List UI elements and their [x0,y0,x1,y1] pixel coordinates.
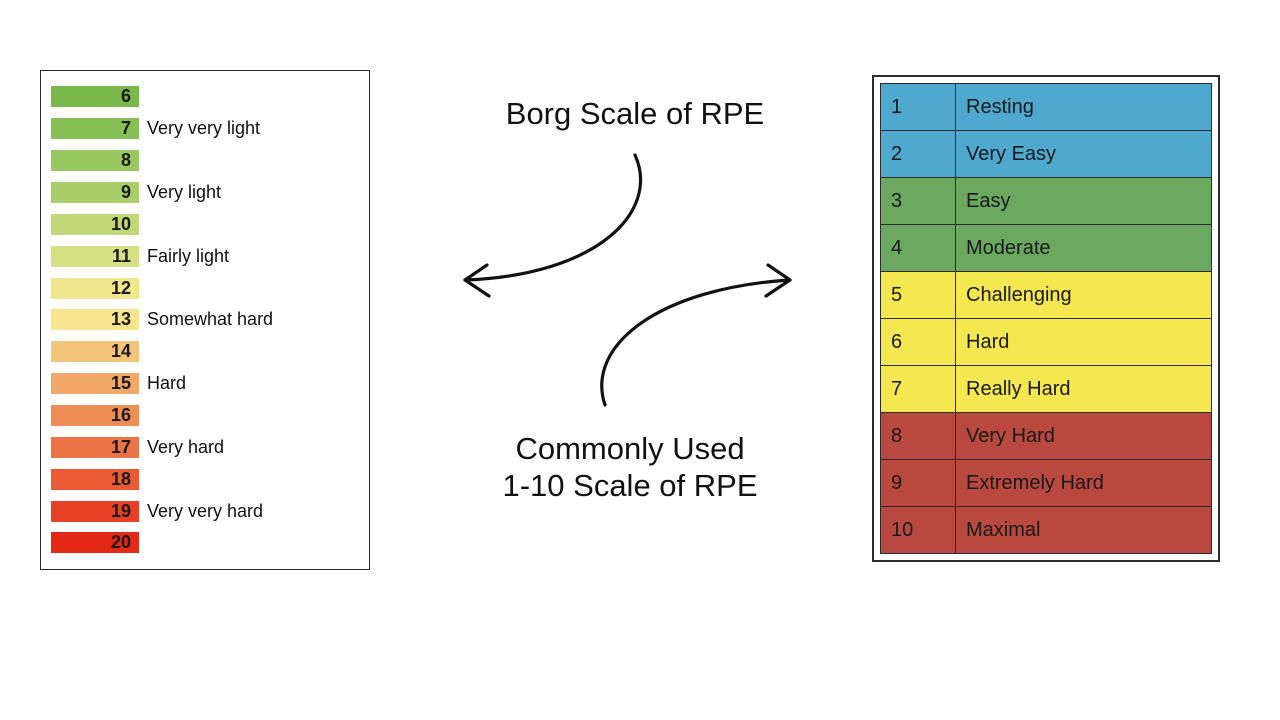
ten-scale-table: 1Resting2Very Easy3Easy4Moderate5Challen… [880,83,1212,554]
ten-row-label: Very Easy [956,131,1212,178]
borg-row-number: 7 [51,118,139,139]
borg-row: 11Fairly light [51,240,359,272]
ten-row-label: Extremely Hard [956,460,1212,507]
ten-row-number: 6 [881,319,956,366]
borg-row-label: Somewhat hard [139,309,359,330]
ten-scale-panel: 1Resting2Very Easy3Easy4Moderate5Challen… [872,75,1220,562]
ten-row-number: 5 [881,272,956,319]
ten-row: 7Really Hard [881,366,1212,413]
ten-row-number: 3 [881,178,956,225]
ten-row-number: 4 [881,225,956,272]
borg-row-label: Fairly light [139,246,359,267]
borg-row: 12 [51,272,359,304]
arrows [410,120,840,440]
borg-row: 9Very light [51,177,359,209]
borg-row: 14 [51,336,359,368]
ten-row: 10Maximal [881,507,1212,554]
ten-row: 3Easy [881,178,1212,225]
ten-row-label: Challenging [956,272,1212,319]
ten-row: 2Very Easy [881,131,1212,178]
ten-row: 4Moderate [881,225,1212,272]
ten-row-label: Easy [956,178,1212,225]
ten-row: 1Resting [881,84,1212,131]
borg-row-number: 16 [51,405,139,426]
borg-row: 10 [51,208,359,240]
caption-ten-line2: 1-10 Scale of RPE [502,468,757,503]
borg-row: 17Very hard [51,431,359,463]
ten-row: 6Hard [881,319,1212,366]
borg-scale-panel: 67Very very light89Very light1011Fairly … [40,70,370,570]
ten-row-number: 2 [881,131,956,178]
ten-row-number: 10 [881,507,956,554]
borg-row-label: Hard [139,373,359,394]
borg-row: 8 [51,145,359,177]
caption-ten: Commonly Used 1-10 Scale of RPE [445,430,815,504]
borg-row-number: 8 [51,150,139,171]
arrow-to-borg [465,155,641,280]
borg-row-number: 12 [51,278,139,299]
borg-row-number: 19 [51,501,139,522]
ten-row-number: 7 [881,366,956,413]
borg-row: 18 [51,463,359,495]
ten-row-label: Moderate [956,225,1212,272]
borg-row-number: 6 [51,86,139,107]
ten-row: 8Very Hard [881,413,1212,460]
borg-row-number: 13 [51,309,139,330]
borg-row-number: 11 [51,246,139,267]
borg-row-number: 17 [51,437,139,458]
ten-row: 5Challenging [881,272,1212,319]
borg-row-number: 9 [51,182,139,203]
ten-row: 9Extremely Hard [881,460,1212,507]
ten-row-label: Hard [956,319,1212,366]
borg-row-label: Very very light [139,118,359,139]
borg-row: 16 [51,400,359,432]
ten-row-label: Really Hard [956,366,1212,413]
borg-row: 19Very very hard [51,495,359,527]
ten-row-number: 9 [881,460,956,507]
borg-row: 6 [51,81,359,113]
borg-row-label: Very very hard [139,501,359,522]
borg-row-number: 10 [51,214,139,235]
borg-row: 13Somewhat hard [51,304,359,336]
borg-scale-rows: 67Very very light89Very light1011Fairly … [51,81,359,559]
ten-row-number: 1 [881,84,956,131]
ten-row-number: 8 [881,413,956,460]
ten-row-label: Maximal [956,507,1212,554]
borg-row-number: 20 [51,532,139,553]
borg-row-number: 18 [51,469,139,490]
borg-row: 15Hard [51,368,359,400]
borg-row-number: 15 [51,373,139,394]
borg-row-number: 14 [51,341,139,362]
ten-row-label: Resting [956,84,1212,131]
arrow-to-ten [602,280,790,405]
borg-row-label: Very hard [139,437,359,458]
borg-row: 20 [51,527,359,559]
borg-row-label: Very light [139,182,359,203]
ten-row-label: Very Hard [956,413,1212,460]
borg-row: 7Very very light [51,113,359,145]
